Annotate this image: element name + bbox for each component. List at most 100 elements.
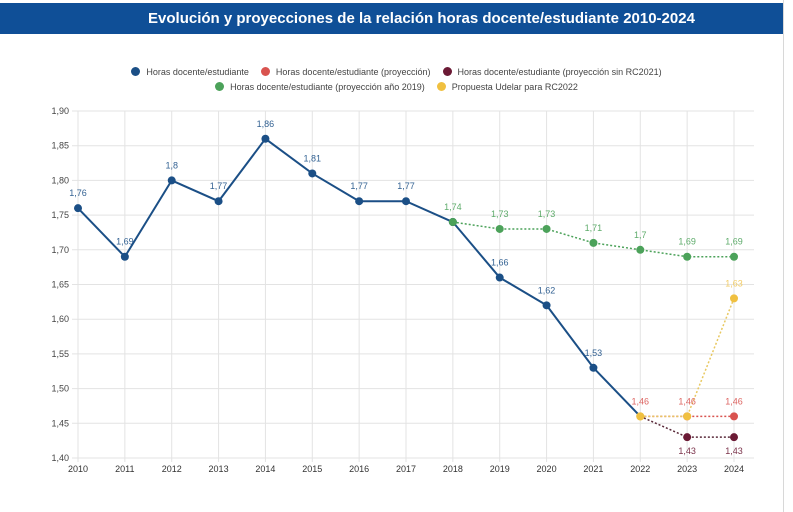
legend-row: Horas docente/estudiante (proyección año… (0, 79, 793, 94)
x-tick-label: 2016 (349, 464, 369, 474)
x-tick-label: 2024 (724, 464, 744, 474)
x-tick-label: 2014 (255, 464, 275, 474)
data-point (402, 197, 410, 206)
data-label: 1,69 (725, 237, 743, 247)
y-tick-label: 1,80 (51, 175, 69, 185)
data-label: 1,46 (632, 396, 650, 406)
legend-item[interactable]: Horas docente/estudiante (proyección sin… (442, 66, 662, 77)
legend-label: Horas docente/estudiante (proyección sin… (457, 66, 662, 77)
data-point (495, 273, 504, 282)
data-point (167, 176, 176, 185)
x-tick-label: 2013 (209, 464, 229, 474)
series-line (639, 415, 734, 438)
y-tick-label: 1,85 (51, 141, 69, 151)
data-point (589, 363, 598, 372)
legend-item[interactable]: Horas docente/estudiante (proyección año… (215, 82, 425, 92)
data-label: 1,62 (538, 285, 556, 295)
legend-row: Horas docente/estudiante Horas docente/es… (0, 64, 793, 79)
data-point (636, 412, 645, 421)
data-label: 1,77 (397, 181, 415, 191)
y-tick-label: 1,70 (51, 245, 69, 255)
y-tick-label: 1,75 (51, 210, 69, 220)
data-label: 1,43 (725, 446, 743, 456)
page-edge (783, 0, 793, 512)
x-tick-label: 2020 (537, 464, 557, 474)
legend-label: Horas docente/estudiante (proyección año… (230, 81, 425, 92)
x-tick-label: 2010 (68, 464, 88, 474)
x-tick-label: 2012 (162, 464, 182, 474)
data-label: 1,43 (678, 446, 696, 456)
legend-item[interactable]: Horas docente/estudiante (proyección) (260, 66, 431, 77)
data-label: 1,8 (165, 160, 178, 170)
data-point (74, 204, 82, 213)
data-point (683, 412, 692, 421)
legend-item[interactable]: Horas docente/estudiante (131, 67, 249, 77)
data-point (448, 218, 457, 227)
data-point (683, 252, 692, 261)
legend-marker-icon (260, 67, 270, 76)
series-line (452, 221, 734, 258)
x-tick-label: 2018 (443, 464, 463, 474)
y-tick-label: 1,65 (51, 280, 69, 290)
data-label: 1,74 (444, 202, 462, 212)
data-label: 1,81 (304, 153, 322, 163)
legend-label: Horas docente/estudiante (proyección) (275, 66, 431, 77)
data-label: 1,71 (585, 223, 603, 233)
y-tick-label: 1,45 (51, 418, 69, 428)
y-tick-label: 1,55 (51, 349, 69, 359)
legend-label: Propuesta Udelar para RC2022 (451, 81, 578, 92)
y-tick-label: 1,40 (51, 453, 69, 463)
data-point (683, 433, 692, 442)
legend-marker-icon (131, 67, 141, 76)
series-line (77, 137, 642, 418)
x-tick-label: 2017 (396, 464, 416, 474)
data-point (636, 245, 645, 254)
legend: Horas docente/estudiante Horas docente/es… (0, 64, 793, 94)
series-line (640, 298, 735, 418)
y-tick-label: 1,60 (51, 314, 69, 324)
legend-item[interactable]: Propuesta Udelar para RC2022 (436, 81, 578, 92)
data-point (730, 433, 738, 442)
data-point (261, 134, 270, 143)
data-point (214, 197, 223, 206)
data-label: 1,46 (725, 396, 743, 406)
data-label: 1,7 (634, 230, 647, 240)
data-label: 1,77 (350, 181, 368, 191)
data-point (495, 224, 504, 233)
data-label: 1,86 (257, 119, 275, 129)
data-label: 1,69 (678, 237, 696, 247)
legend-label: Horas docente/estudiante (146, 66, 249, 77)
data-label: 1,63 (725, 278, 743, 288)
data-point (730, 412, 738, 421)
data-label: 1,76 (69, 188, 87, 198)
data-label: 1,73 (491, 209, 509, 219)
x-tick-label: 2021 (583, 464, 603, 474)
x-tick-label: 2023 (677, 464, 697, 474)
x-tick-label: 2011 (115, 464, 134, 474)
x-tick-label: 2019 (490, 464, 510, 474)
legend-marker-icon (442, 67, 452, 76)
data-label: 1,73 (538, 209, 556, 219)
data-point (120, 252, 129, 261)
data-label: 1,69 (116, 237, 134, 247)
data-point (448, 218, 457, 227)
data-label: 1,53 (585, 348, 603, 358)
data-point (730, 294, 738, 303)
data-label: 1,66 (491, 258, 509, 268)
y-tick-label: 1,90 (51, 106, 69, 116)
data-point (542, 301, 551, 310)
legend-marker-icon (436, 82, 446, 91)
data-point (683, 412, 692, 421)
data-point (308, 169, 317, 178)
chart-title: Evolución y proyecciones de la relación … (148, 10, 695, 27)
data-point (355, 197, 364, 206)
y-tick-label: 1,50 (51, 384, 69, 394)
data-point (589, 238, 598, 247)
x-tick-label: 2015 (302, 464, 322, 474)
data-point (730, 252, 738, 261)
data-label: 1,77 (210, 181, 228, 191)
data-point (542, 224, 551, 233)
data-point (636, 412, 645, 421)
data-point (448, 218, 457, 227)
data-label: 1,46 (678, 396, 696, 406)
